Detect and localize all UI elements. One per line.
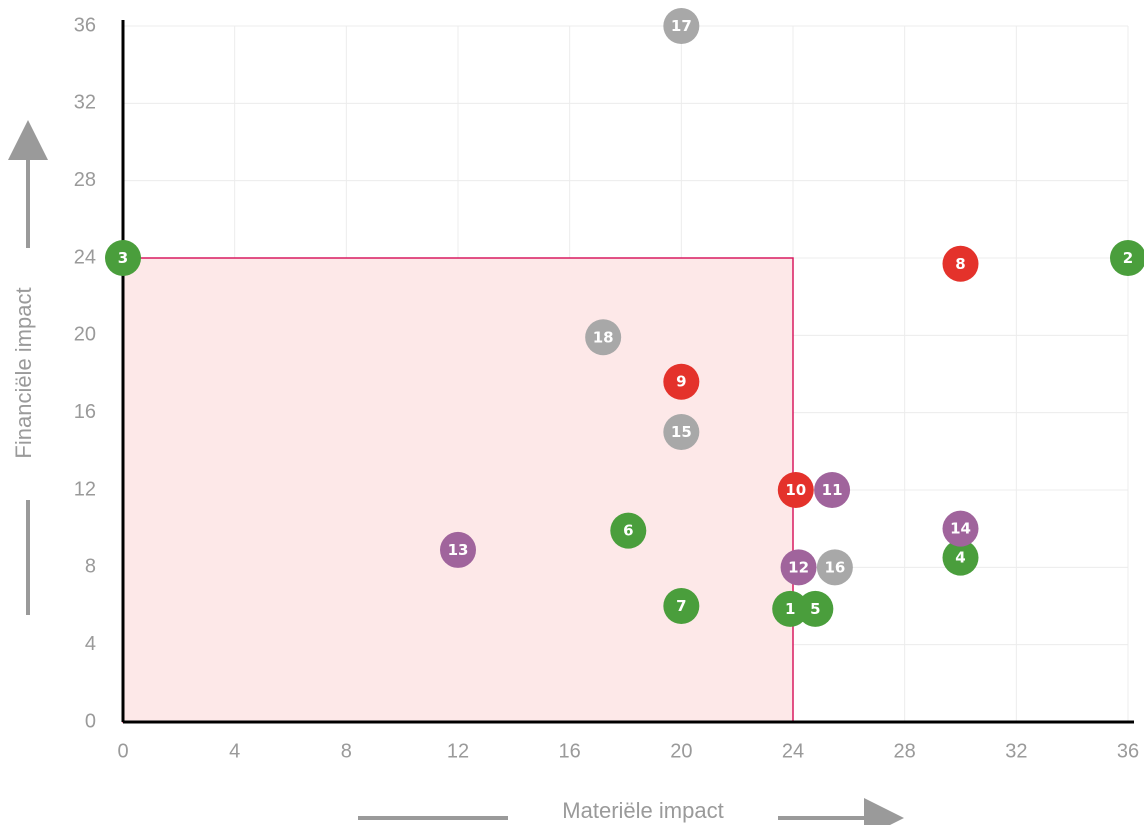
x-tick-label: 32: [1005, 740, 1027, 762]
highlight-region: [122, 257, 794, 723]
y-tick-label: 12: [74, 478, 96, 500]
point: [942, 539, 979, 576]
y-tick-label: 8: [85, 556, 96, 578]
point: [610, 512, 647, 549]
point-label: 7: [676, 597, 686, 615]
x-axis-label: Materiële impact: [562, 798, 723, 823]
point: [942, 245, 979, 282]
x-tick-label: 8: [341, 740, 352, 762]
point: [942, 510, 979, 547]
point: [663, 8, 700, 44]
point-label: 3: [118, 249, 128, 267]
point-label: 10: [785, 481, 806, 499]
point: [663, 363, 700, 400]
point-label: 11: [822, 481, 843, 499]
point-label: 6: [623, 522, 633, 540]
x-tick-label: 0: [117, 740, 128, 762]
y-tick-label: 0: [85, 710, 96, 732]
point-label: 15: [671, 423, 692, 441]
point-label: 1: [785, 600, 795, 618]
point-label: 14: [950, 520, 971, 538]
point: [663, 414, 700, 450]
x-tick-label: 28: [894, 740, 916, 762]
point: [1110, 240, 1144, 276]
point-label: 8: [955, 255, 965, 273]
point-label: 12: [788, 558, 809, 576]
point: [797, 590, 834, 627]
y-axis-label: Financiële impact: [11, 287, 36, 458]
y-tick-label: 24: [74, 246, 96, 268]
point: [663, 588, 700, 624]
y-tick-label: 20: [74, 324, 96, 346]
y-tick-label: 4: [85, 633, 96, 655]
point-label: 16: [824, 558, 845, 576]
x-tick-label: 20: [670, 740, 692, 762]
point-label: 2: [1123, 249, 1133, 267]
x-tick-label: 16: [559, 740, 581, 762]
point-label: 9: [676, 373, 686, 391]
point: [440, 531, 476, 568]
point: [814, 472, 851, 508]
point: [777, 472, 814, 508]
y-tick-label: 28: [74, 169, 96, 191]
point: [585, 319, 622, 356]
y-tick-label: 36: [74, 14, 96, 36]
x-tick-label: 4: [229, 740, 240, 762]
x-tick-label: 12: [447, 740, 469, 762]
y-tick-label: 32: [74, 92, 96, 114]
point: [780, 549, 817, 586]
x-tick-label: 36: [1117, 740, 1139, 762]
point-label: 17: [671, 17, 692, 35]
point-label: 13: [448, 541, 469, 559]
y-tick-label: 16: [74, 401, 96, 423]
point-label: 5: [810, 600, 820, 618]
point: [105, 240, 141, 276]
point: [816, 549, 853, 586]
point-label: 4: [955, 549, 965, 567]
point-label: 18: [593, 328, 614, 346]
point: [772, 590, 809, 627]
x-tick-label: 24: [782, 740, 804, 762]
